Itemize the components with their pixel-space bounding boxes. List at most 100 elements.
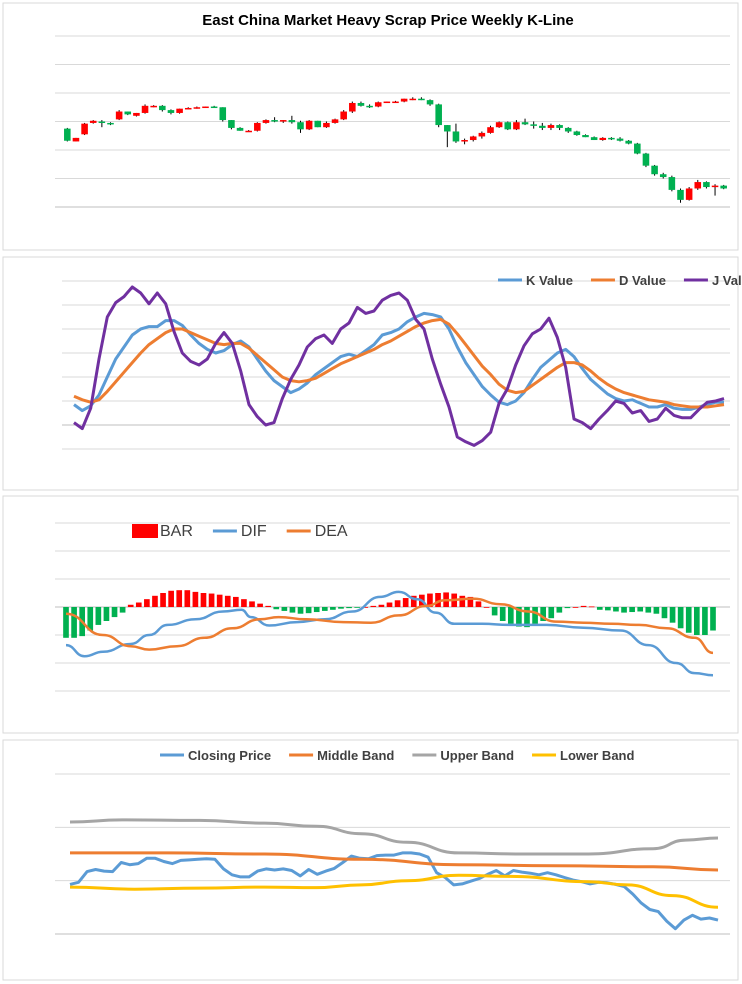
macd-bar-positive (168, 590, 174, 607)
candle-down (625, 140, 632, 144)
series-line-j (73, 285, 725, 447)
candle-down (642, 153, 650, 166)
candle-up (115, 111, 123, 120)
candle-up (245, 130, 252, 133)
chart-title: East China Market Heavy Scrap Price Week… (202, 12, 574, 29)
macd-bar-positive (176, 590, 183, 607)
candle-down (271, 120, 278, 122)
macd-bar-positive (241, 599, 247, 607)
candle-up (478, 132, 486, 137)
macd-bar-negative (564, 607, 571, 609)
candle-up (461, 140, 468, 142)
macd-bar-negative (669, 607, 676, 623)
candle-up (202, 106, 209, 109)
macd-bar-negative (702, 607, 708, 635)
macd-bar-positive (249, 601, 255, 607)
candle-down (504, 122, 512, 130)
candle-up (72, 137, 80, 142)
upper-band-line (69, 818, 719, 856)
macd-bar-negative (532, 607, 538, 624)
candle-up (176, 108, 183, 113)
macd-bar-positive (370, 605, 377, 607)
candle-down (677, 189, 684, 200)
macd-bar-negative (321, 607, 328, 611)
candle-down (219, 107, 227, 121)
macd-bar-positive (378, 604, 385, 607)
legend-label: DEA (315, 523, 348, 540)
macd-bar-negative (346, 607, 352, 609)
macd-bar-positive (467, 596, 474, 607)
candle-up (349, 102, 356, 112)
macd-bar-positive (410, 595, 417, 607)
panel-frame (2, 739, 739, 981)
macd-bar-negative (499, 607, 506, 621)
candle-down (297, 122, 304, 130)
macd-bar-negative (354, 607, 360, 608)
macd-bar-negative (645, 607, 652, 613)
dea-line (65, 597, 714, 655)
candle-down (616, 138, 624, 141)
candle-up (340, 111, 347, 120)
legend-label: Upper Band (440, 748, 514, 763)
candlestick-panel: East China Market Heavy Scrap Price Week… (2, 2, 739, 251)
candle-down (530, 124, 537, 126)
macd-panel: BAR DIF DEA (2, 495, 739, 734)
candle-up (193, 107, 201, 109)
candle-up (133, 112, 140, 116)
macd-bar-negative (661, 607, 668, 619)
candle-down (288, 120, 296, 123)
candle-down (573, 131, 581, 136)
macd-bar-positive (200, 593, 207, 607)
candle-down (651, 165, 658, 175)
macd-bar-positive (402, 598, 409, 607)
macd-bar-negative (305, 607, 312, 614)
macd-bar-positive (233, 596, 239, 607)
candle-up (383, 101, 391, 104)
candle-down (539, 125, 546, 128)
candle-up (487, 127, 494, 133)
candle-down (210, 106, 218, 109)
macd-bar-positive (386, 602, 393, 607)
candle-down (426, 100, 434, 105)
macd-bar-negative (273, 607, 280, 610)
candle-up (495, 122, 503, 128)
macd-bar-negative (629, 607, 635, 613)
macd-bar-negative (516, 607, 522, 627)
macd-bar-negative (313, 607, 320, 613)
candle-up (262, 120, 270, 123)
candle-down (64, 128, 71, 141)
candle-down (659, 174, 667, 178)
candle-down (435, 104, 442, 126)
dif-line (65, 590, 714, 677)
macd-bar-negative (63, 607, 69, 638)
macd-bar-negative (87, 607, 94, 631)
candle-up (323, 122, 330, 128)
panel-frame (2, 2, 739, 251)
macd-bar-negative (621, 607, 627, 613)
macd-bar-negative (685, 607, 692, 633)
series-line-k (73, 311, 724, 413)
macd-bar-negative (548, 607, 555, 619)
candle-up (374, 102, 382, 107)
macd-bar-negative (596, 607, 603, 610)
candle-up (305, 120, 313, 130)
candle-down (236, 127, 244, 131)
legend-label: Closing Price (188, 748, 271, 763)
legend-label: DIF (241, 523, 267, 540)
candle-down (167, 110, 175, 113)
candle-down (564, 127, 572, 132)
macd-bar-positive (394, 600, 401, 607)
macd-bar-positive (435, 593, 441, 607)
macd-bar-negative (507, 607, 514, 624)
candle-down (452, 131, 460, 142)
macd-bar-negative (605, 607, 611, 611)
macd-bar-positive (483, 607, 490, 608)
candle-down (608, 137, 615, 140)
macd-bar-negative (103, 607, 110, 621)
candle-up (409, 98, 417, 101)
macd-bar-negative (338, 607, 344, 609)
candle-up (400, 98, 408, 102)
candle-up (141, 105, 149, 113)
macd-bar-negative (289, 607, 296, 613)
